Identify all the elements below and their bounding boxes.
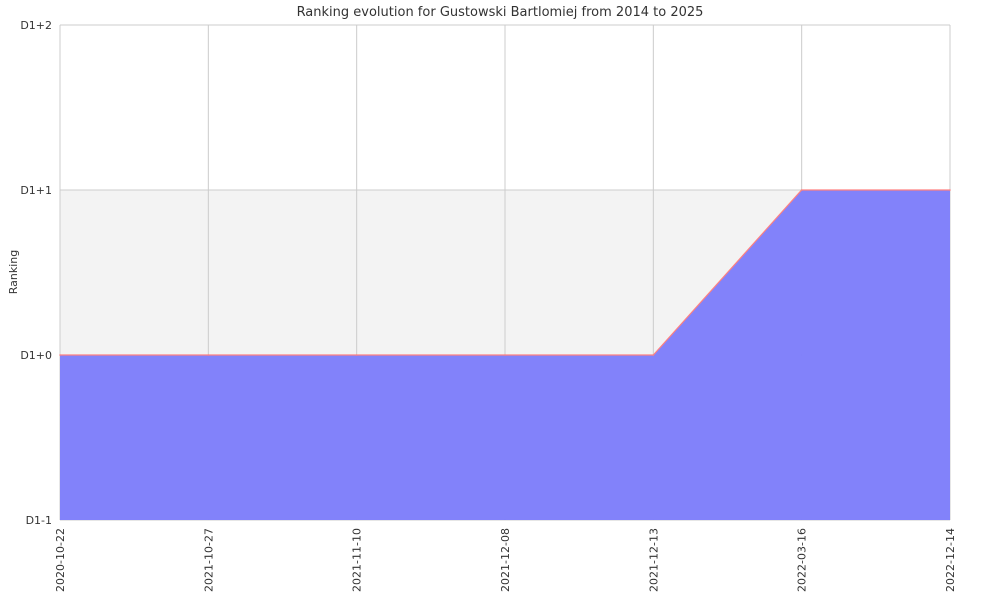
data-point-6 bbox=[949, 189, 951, 191]
chart-title: Ranking evolution for Gustowski Bartlomi… bbox=[297, 5, 704, 20]
data-point-0 bbox=[59, 354, 61, 356]
x-tick-label-0: 2020-10-22 bbox=[54, 528, 67, 592]
y-axis-title: Ranking bbox=[7, 250, 20, 295]
y-tick-label-2: D1+1 bbox=[20, 184, 52, 197]
data-point-4 bbox=[652, 354, 655, 356]
data-point-2 bbox=[355, 354, 358, 356]
data-point-5 bbox=[800, 189, 803, 191]
x-tick-label-5: 2022-03-16 bbox=[796, 528, 809, 592]
x-tick-label-1: 2021-10-27 bbox=[202, 528, 215, 592]
data-point-1 bbox=[207, 354, 210, 356]
series-area bbox=[59, 189, 951, 520]
y-tick-labels: D1-1 D1+0 D1+1 D1+2 bbox=[20, 19, 52, 527]
x-tick-labels: 2020-10-22 2021-10-27 2021-11-10 2021-12-08… bbox=[54, 528, 957, 592]
y-tick-label-3: D1+2 bbox=[20, 19, 52, 32]
y-tick-label-0: D1-1 bbox=[26, 514, 52, 527]
x-tick-label-2: 2021-11-10 bbox=[351, 528, 364, 592]
x-tick-label-3: 2021-12-08 bbox=[499, 528, 512, 592]
x-tick-label-6: 2022-12-14 bbox=[944, 528, 957, 592]
data-point-3 bbox=[504, 354, 506, 356]
x-tick-label-4: 2021-12-13 bbox=[647, 528, 660, 592]
y-tick-label-1: D1+0 bbox=[20, 349, 52, 362]
